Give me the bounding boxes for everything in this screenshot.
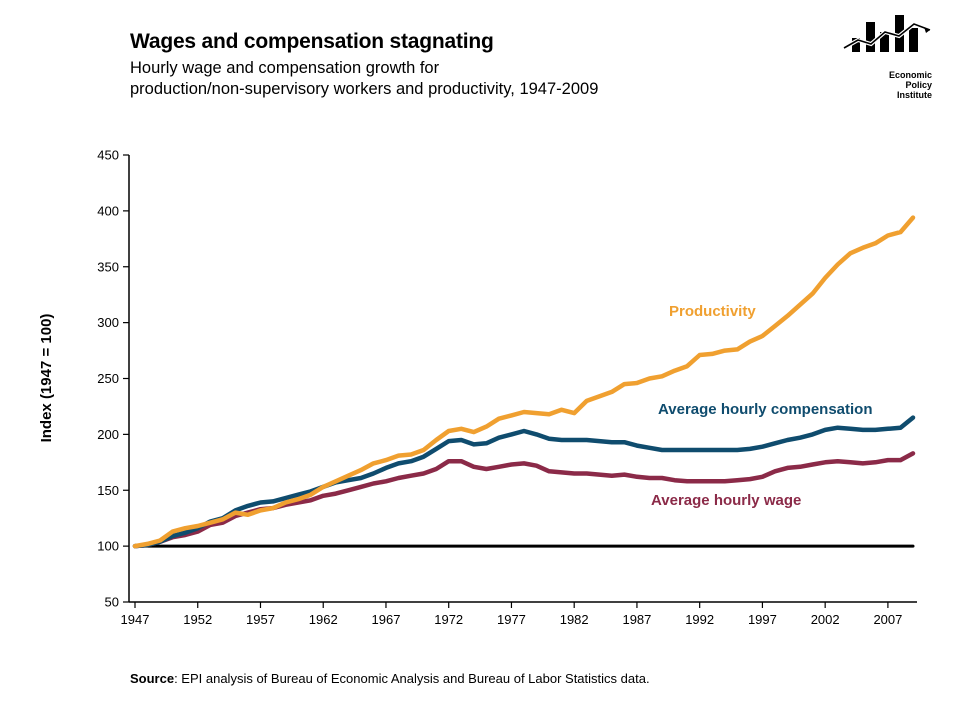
bar-chart-logo-icon	[843, 15, 931, 52]
source-label: Source	[130, 671, 175, 686]
label-average-hourly-wage: Average hourly wage	[651, 492, 801, 509]
x-tick-label: 2002	[811, 612, 840, 627]
chart-series	[132, 215, 916, 549]
series-line-average-hourly-compensation	[132, 415, 916, 549]
logo-line-1: Economic	[888, 70, 932, 80]
chart-subtitle: Hourly wage and compensation growth for …	[130, 58, 750, 100]
label-productivity: Productivity	[669, 303, 756, 320]
x-tick-label: 1997	[748, 612, 777, 627]
x-tick-label: 1947	[121, 612, 150, 627]
logo-line-2: Policy	[905, 80, 932, 90]
x-tick-label: 1992	[685, 612, 714, 627]
y-tick-label: 450	[97, 148, 119, 163]
x-tick-label: 1972	[434, 612, 463, 627]
x-tick-label: 1987	[622, 612, 651, 627]
logo-text: Economic Policy Institute	[870, 70, 932, 100]
y-tick-label: 150	[97, 483, 119, 498]
y-tick-label: 200	[97, 427, 119, 442]
x-tick-label: 1957	[246, 612, 275, 627]
chart-axes: 50 100 150 200 250 300 350 400 450 1947 1952 1957 19…	[97, 148, 917, 627]
x-tick-label: 1977	[497, 612, 526, 627]
chart-title: Wages and compensation stagnating	[130, 30, 494, 53]
x-tick-label: 2007	[873, 612, 902, 627]
source-text: : EPI analysis of Bureau of Economic Ana…	[174, 671, 650, 686]
subtitle-line-1: Hourly wage and compensation growth for	[130, 59, 440, 77]
y-tick-label: 300	[97, 315, 119, 330]
label-average-hourly-compensation: Average hourly compensation	[658, 401, 873, 418]
x-tick-label: 1962	[309, 612, 338, 627]
subtitle-line-2: production/non-supervisory workers and p…	[130, 80, 599, 98]
source-note: Source: EPI analysis of Bureau of Econom…	[130, 671, 650, 686]
epi-logo: Economic Policy Institute	[840, 10, 940, 100]
y-tick-label: 400	[97, 203, 119, 218]
logo-line-3: Institute	[897, 90, 932, 100]
y-axis-label: Index (1947 = 100)	[38, 314, 55, 443]
series-line-productivity	[132, 215, 916, 549]
x-tick-label: 1982	[560, 612, 589, 627]
x-tick-label: 1967	[372, 612, 401, 627]
y-tick-label: 250	[97, 371, 119, 386]
y-tick-label: 50	[105, 595, 119, 610]
x-tick-label: 1952	[183, 612, 212, 627]
y-tick-label: 350	[97, 259, 119, 274]
y-tick-label: 100	[97, 539, 119, 554]
